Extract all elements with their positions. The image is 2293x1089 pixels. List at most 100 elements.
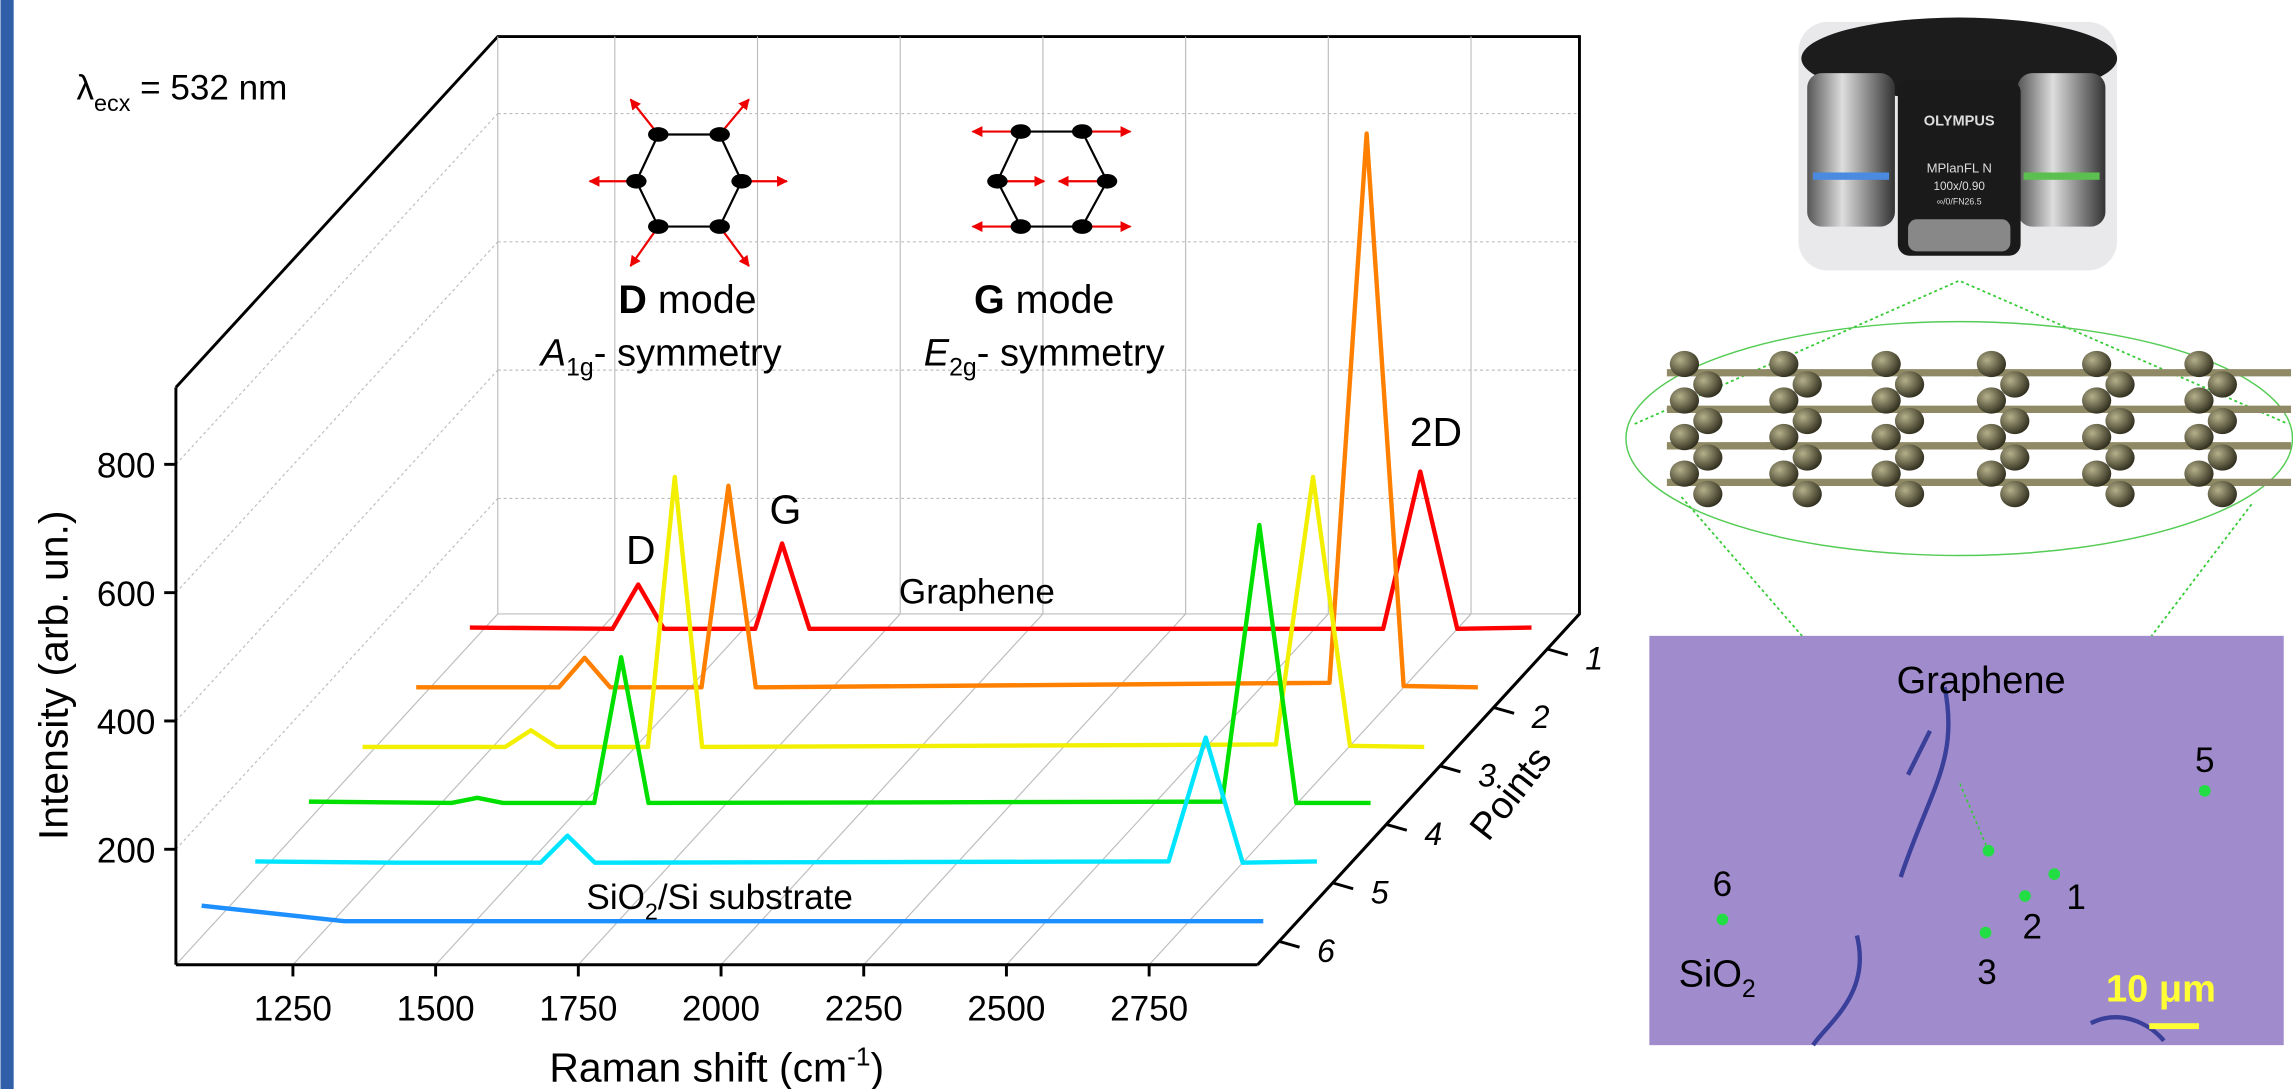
peak-label: G (770, 486, 802, 532)
excitation-label: λecx = 532 nm (77, 68, 288, 116)
lattice-atom (2208, 444, 2237, 470)
y-tick-label: 400 (97, 703, 156, 742)
lattice-atom (2184, 387, 2213, 413)
mode-symmetry: E2g- symmetry (924, 332, 1165, 381)
lattice-atom (1872, 351, 1901, 377)
z-tick-label: 2 (1531, 699, 1550, 735)
z-tick-label: 4 (1424, 816, 1442, 852)
x-tick-label: 1500 (397, 989, 475, 1028)
point-label: 6 (1713, 865, 1733, 904)
lattice-atom (1793, 481, 1822, 507)
lattice-atom (1793, 371, 1822, 397)
row-label: Graphene (899, 573, 1055, 612)
lattice-atom (2105, 444, 2134, 470)
lattice-atom (1793, 444, 1822, 470)
z-tick-label: 1 (1585, 640, 1603, 676)
grid-line (176, 498, 498, 849)
x-tick-label: 1750 (539, 989, 617, 1028)
objective-text: MPlanFL N (1927, 160, 1992, 175)
grid-line (176, 242, 498, 593)
lattice-atom (1670, 424, 1699, 450)
objective-text: ∞/0/FN26.5 (1937, 197, 1982, 207)
lattice-atom (1872, 387, 1901, 413)
lattice-atom (2184, 351, 2213, 377)
spectrum-line (363, 477, 1425, 747)
figure: 1250150017502000225025002750200400600800… (0, 0, 2293, 1089)
grid-line (293, 614, 615, 965)
g-mode-diagram (973, 124, 1131, 234)
lattice-atom (2184, 460, 2213, 486)
z-tick (1440, 766, 1460, 772)
lattice-atom (1872, 424, 1901, 450)
lattice-atom (2082, 424, 2111, 450)
y-tick-label: 600 (97, 575, 156, 614)
lattice-atom (2082, 460, 2111, 486)
x-tick-label: 2000 (682, 989, 760, 1028)
point-label: 5 (2195, 741, 2215, 780)
z-tick (1386, 824, 1406, 830)
side-bar (0, 0, 13, 1089)
lattice-atom (1670, 351, 1699, 377)
mode-name: G mode (974, 278, 1114, 322)
point-label: 2 (2023, 907, 2043, 946)
lattice-atom (2208, 371, 2237, 397)
lattice-atom (1977, 387, 2006, 413)
objective-photo: OLYMPUS MPlanFL N 100x/0.90 ∞/0/FN26.5 (1798, 18, 2117, 271)
lattice-atom (2082, 387, 2111, 413)
lattice-atom (2000, 371, 2029, 397)
lattice-atom (1769, 460, 1798, 486)
lattice-atom (1895, 444, 1924, 470)
row-label: SiO2/Si substrate (586, 878, 852, 924)
lattice-atom (1693, 444, 1722, 470)
lattice-atom (1693, 408, 1722, 434)
scale-bar (2149, 1023, 2199, 1029)
z-tick (1547, 649, 1567, 655)
lattice-atom (1670, 387, 1699, 413)
lattice-atom (1793, 408, 1822, 434)
lattice-atom (2184, 424, 2213, 450)
lattice-atom (1895, 408, 1924, 434)
grid-line (176, 114, 498, 465)
left-floor-edge (176, 614, 498, 965)
micrograph: Graphene 5 1 2 3 6 SiO2 10 μm (1649, 636, 2283, 1045)
lattice-atom (1977, 351, 2006, 377)
y-tick-label: 800 (97, 447, 156, 486)
lattice-atom (1670, 460, 1699, 486)
z-tick (1494, 707, 1514, 713)
x-tick-label: 1250 (254, 989, 332, 1028)
z-tick (1333, 883, 1353, 889)
z-tick-label: 6 (1317, 933, 1335, 969)
grid-line (1149, 614, 1471, 965)
region-label: Graphene (1897, 660, 2066, 702)
z-tick (1279, 941, 1299, 947)
y-tick-label: 200 (97, 831, 156, 870)
lattice-atom (2082, 351, 2111, 377)
mode-symmetry: A1g- symmetry (539, 332, 782, 381)
lattice-atom (1977, 424, 2006, 450)
lattice-atom (2105, 481, 2134, 507)
objective-text: OLYMPUS (1924, 114, 1995, 130)
x-axis-title: Raman shift (cm-1) (549, 1042, 884, 1089)
lattice-atom (1977, 460, 2006, 486)
grid-line (864, 614, 1186, 965)
x-tick-label: 2500 (967, 989, 1045, 1028)
lattice-atom (2208, 481, 2237, 507)
lattice-atom (1895, 481, 1924, 507)
plot-area (202, 134, 1532, 922)
peak-label: 2D (1410, 409, 1462, 455)
mode-name: D mode (618, 278, 756, 322)
lattice-atom (1895, 371, 1924, 397)
lattice-atom (1693, 481, 1722, 507)
objective-text: 100x/0.90 (1934, 180, 1986, 193)
lattice-atom (1872, 460, 1901, 486)
scale-bar-label: 10 μm (2106, 968, 2216, 1010)
lattice-atom (1769, 387, 1798, 413)
point-label: 1 (2066, 878, 2086, 917)
x-tick-label: 2250 (825, 989, 903, 1028)
lattice-atom (1693, 371, 1722, 397)
lattice-atom (2105, 408, 2134, 434)
point-label: 3 (1977, 953, 1997, 992)
lattice-atom (2000, 444, 2029, 470)
peak-label: D (626, 527, 656, 573)
z-tick-label: 5 (1371, 874, 1389, 910)
